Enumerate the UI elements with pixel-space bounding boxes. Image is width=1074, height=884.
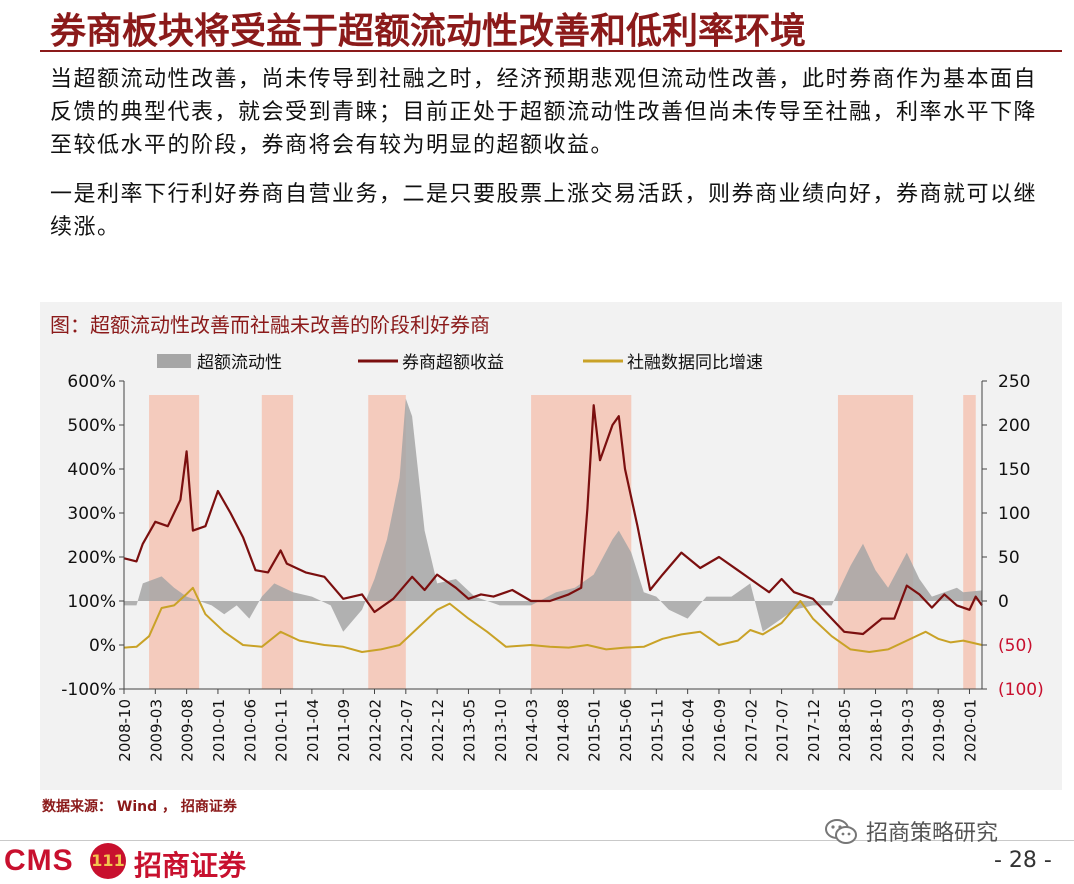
x-tick-label: 2010-06 (241, 699, 259, 762)
title-divider (40, 50, 1062, 52)
right-tick-label: 0 (998, 592, 1009, 612)
x-tick-label: 2008-10 (116, 699, 134, 762)
shaded-period (837, 395, 914, 689)
shaded-period (963, 395, 976, 689)
x-tick-label: 2012-12 (429, 699, 447, 762)
right-tick-label: 250 (998, 372, 1030, 392)
logo-badge-icon: 111 (90, 843, 126, 879)
data-source: 数据来源： Wind ， 招商证券 (42, 799, 237, 815)
x-tick-label: 2009-08 (179, 699, 197, 762)
x-tick-label: 2018-10 (868, 699, 886, 762)
right-tick-label: 100 (998, 504, 1030, 524)
paragraph-1: 当超额流动性改善，尚未传导到社融之时，经济预期悲观但流动性改善，此时券商作为基本… (50, 67, 1038, 158)
x-tick-label: 2020-01 (962, 699, 980, 762)
legend-swatch-area (157, 354, 191, 368)
x-tick-label: 2014-08 (554, 699, 572, 762)
company-name: 招商证券 (134, 849, 247, 882)
shaded-periods (149, 395, 976, 689)
x-tick-label: 2013-05 (461, 699, 479, 762)
wechat-account: 招商策略研究 (866, 821, 999, 846)
left-tick-label: 0% (89, 636, 116, 656)
right-tick-labels: (100) (50) 0 50 100 150 200 250 (982, 372, 1044, 700)
x-tick-label: 2013-10 (492, 699, 510, 762)
x-tick-label: 2017-02 (742, 699, 760, 762)
x-tick-label: 2009-03 (147, 699, 165, 762)
x-tick-label: 2015-06 (617, 699, 635, 762)
x-tick-label: 2019-03 (899, 699, 917, 762)
left-tick-label: 500% (67, 416, 116, 436)
left-tick-label: 400% (67, 460, 116, 480)
x-tick-label: 2018-05 (836, 699, 854, 762)
legend: 超额流动性 券商超额收益 社融数据同比增速 (157, 353, 763, 373)
page-number: - 28 - (994, 848, 1052, 873)
x-tick-labels: 2008-10 2009-03 2009-08 2010-01 2010-06 2010-… (116, 689, 980, 762)
right-tick-label: 200 (998, 416, 1030, 436)
page-title: 券商板块将受益于超额流动性改善和低利率环境 (50, 10, 807, 52)
shaded-period (149, 395, 200, 689)
legend-label: 券商超额收益 (402, 353, 504, 373)
x-tick-label: 2015-01 (586, 699, 604, 762)
legend-label: 超额流动性 (197, 353, 282, 373)
x-tick-label: 2015-11 (648, 699, 666, 762)
left-tick-label: -100% (61, 680, 116, 700)
x-tick-label: 2014-03 (523, 699, 541, 762)
cms-logo: CMS (4, 844, 74, 877)
paragraph-2: 一是利率下行利好券商自营业务，二是只要股票上涨交易活跃，则券商业绩向好，券商就可… (50, 182, 1038, 240)
chart-title: 图：超额流动性改善而社融未改善的阶段利好券商 (50, 313, 490, 337)
wechat-icon (825, 819, 857, 844)
x-tick-label: 2017-07 (774, 699, 792, 762)
right-tick-label: 150 (998, 460, 1030, 480)
x-tick-label: 2010-11 (273, 699, 291, 762)
x-tick-label: 2016-04 (680, 699, 698, 762)
x-tick-label: 2011-09 (335, 699, 353, 762)
right-tick-label: (100) (998, 680, 1044, 700)
series-line-social-financing (123, 586, 983, 653)
left-tick-label: 200% (67, 548, 116, 568)
x-tick-label: 2012-07 (398, 699, 416, 762)
chart: 图：超额流动性改善而社融未改善的阶段利好券商 -100% 0% 100% 200% 300… (50, 313, 1044, 762)
left-tick-label: 300% (67, 504, 116, 524)
x-tick-label: 2010-01 (210, 699, 228, 762)
right-tick-label: (50) (998, 636, 1033, 656)
footer-divider (0, 840, 1074, 841)
x-tick-label: 2011-04 (304, 699, 322, 762)
x-tick-label: 2017-12 (805, 699, 823, 762)
shaded-period (261, 395, 294, 689)
x-tick-label: 2012-02 (367, 699, 385, 762)
x-tick-label: 2016-09 (711, 699, 729, 762)
right-tick-label: 50 (998, 548, 1020, 568)
series-line-broker-excess-return (123, 404, 983, 636)
x-tick-label: 2019-08 (930, 699, 948, 762)
left-tick-labels: -100% 0% 100% 200% 300% 400% 500% 600% (61, 372, 124, 700)
legend-label: 社融数据同比增速 (627, 353, 763, 373)
left-tick-label: 600% (67, 372, 116, 392)
left-tick-label: 100% (67, 592, 116, 612)
